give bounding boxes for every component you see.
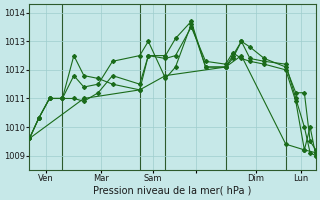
- X-axis label: Pression niveau de la mer( hPa ): Pression niveau de la mer( hPa ): [93, 186, 252, 196]
